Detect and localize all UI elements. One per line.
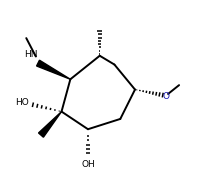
Text: HO: HO bbox=[15, 97, 29, 107]
Polygon shape bbox=[39, 112, 62, 137]
Polygon shape bbox=[37, 60, 70, 79]
Text: HN: HN bbox=[24, 50, 37, 60]
Text: OH: OH bbox=[81, 160, 95, 169]
Text: O: O bbox=[163, 92, 170, 101]
